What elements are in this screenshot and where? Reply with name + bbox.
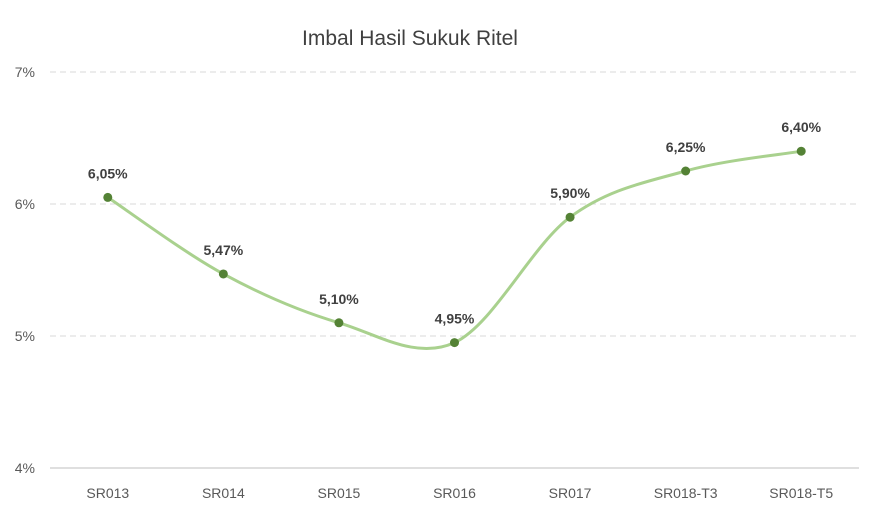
data-labels: 6,05% 5,47% 5,10% 4,95% 5,90% 6,25% 6,40%	[88, 119, 822, 326]
data-label: 5,10%	[319, 291, 359, 307]
data-point	[450, 338, 459, 348]
y-axis: 4% 5% 6% 7%	[15, 64, 35, 476]
y-tick-label: 7%	[15, 64, 35, 80]
gridlines	[50, 71, 859, 337]
x-tick-label: SR018-T5	[769, 485, 833, 501]
data-point	[218, 269, 228, 279]
x-tick-label: SR015	[318, 485, 361, 501]
chart-title: Imbal Hasil Sukuk Ritel	[302, 27, 518, 50]
data-label: 5,90%	[550, 185, 590, 201]
y-tick-label: 4%	[15, 460, 35, 476]
x-tick-label: SR016	[433, 485, 476, 501]
y-tick-label: 6%	[15, 196, 35, 212]
data-point	[796, 146, 806, 156]
x-axis: SR013 SR014 SR015 SR016 SR017 SR018-T3 SR018-T…	[50, 467, 859, 501]
data-label: 4,95%	[435, 311, 475, 327]
data-label: 6,40%	[781, 119, 821, 135]
data-point	[334, 318, 344, 328]
data-point	[681, 166, 691, 176]
x-tick-label: SR013	[86, 485, 129, 501]
x-tick-label: SR018-T3	[654, 485, 718, 501]
data-label: 5,47%	[204, 242, 244, 258]
data-label: 6,05%	[88, 165, 128, 181]
data-point	[565, 212, 575, 222]
data-points	[103, 146, 806, 348]
data-point	[103, 192, 113, 202]
data-label: 6,25%	[666, 139, 706, 155]
y-tick-label: 5%	[15, 328, 35, 344]
x-tick-label: SR017	[549, 485, 592, 501]
x-tick-label: SR014	[202, 485, 245, 501]
